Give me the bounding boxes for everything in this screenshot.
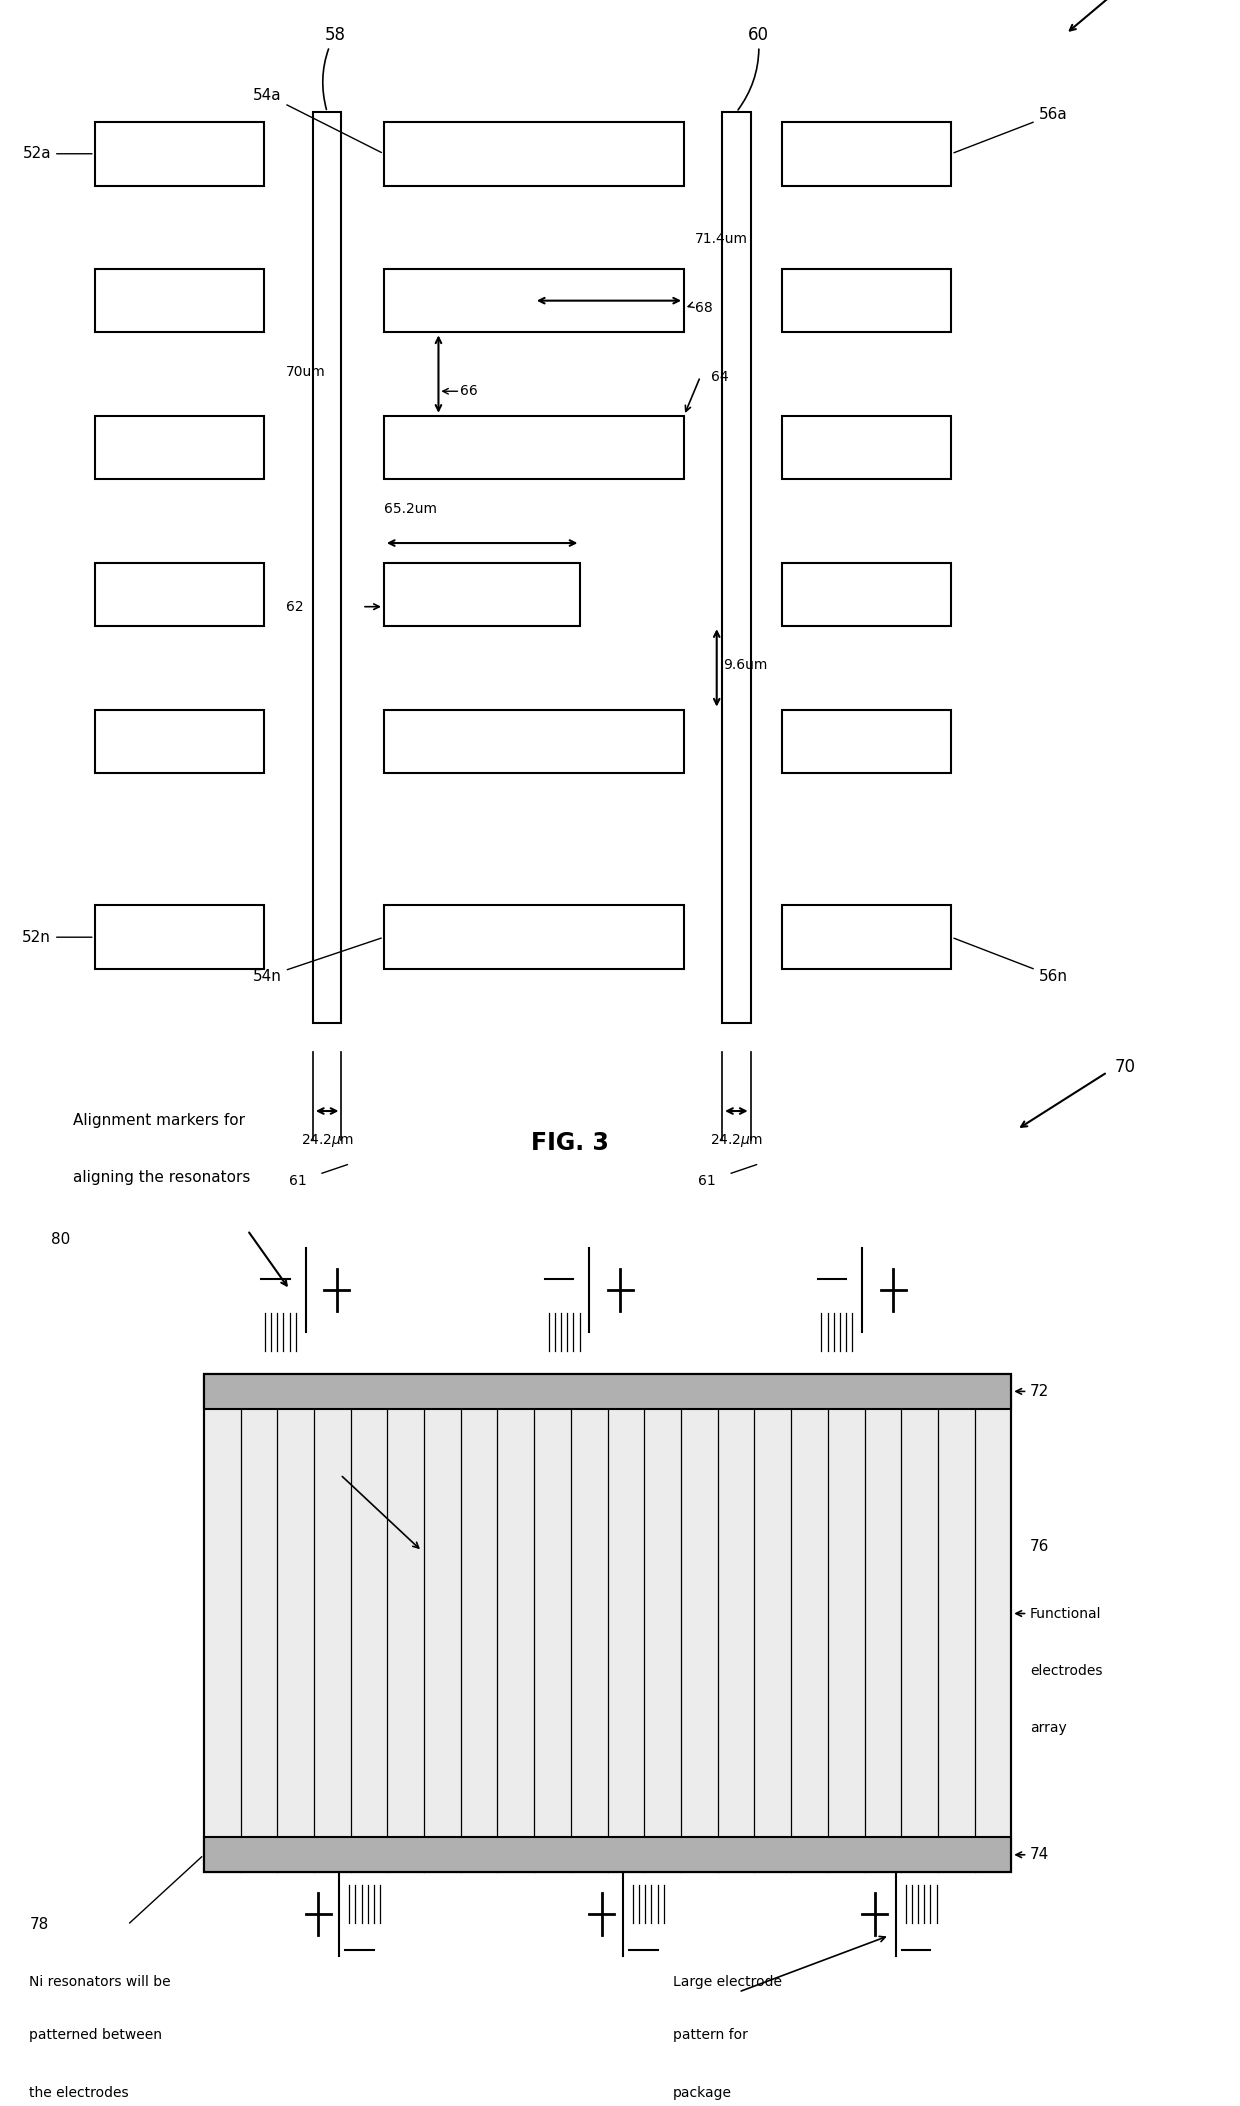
- Bar: [94, 270, 264, 333]
- Bar: [94, 710, 264, 773]
- Text: Large electrode: Large electrode: [673, 1975, 782, 1990]
- Text: FIG. 3: FIG. 3: [532, 1131, 609, 1154]
- Bar: [384, 710, 684, 773]
- Bar: [782, 710, 951, 773]
- Text: 61: 61: [289, 1175, 306, 1188]
- Text: 68: 68: [694, 301, 713, 316]
- Bar: [384, 122, 684, 185]
- Text: 76: 76: [1030, 1539, 1049, 1554]
- Bar: [782, 270, 951, 333]
- Text: Ni resonators will be: Ni resonators will be: [30, 1975, 171, 1990]
- Text: 56a: 56a: [954, 107, 1068, 154]
- Text: 64: 64: [712, 369, 729, 383]
- Bar: [94, 415, 264, 480]
- Text: 56n: 56n: [954, 937, 1068, 984]
- Text: 65.2um: 65.2um: [384, 501, 436, 516]
- Bar: [203, 1373, 1012, 1872]
- Text: package: package: [673, 2085, 732, 2100]
- Text: 71.4um: 71.4um: [694, 232, 748, 246]
- Bar: [722, 112, 750, 1024]
- Text: 52n: 52n: [22, 929, 92, 946]
- Bar: [94, 122, 264, 185]
- Text: Functional: Functional: [1030, 1607, 1101, 1620]
- Text: 24.2$\mu$m: 24.2$\mu$m: [709, 1133, 763, 1150]
- Text: aligning the resonators: aligning the resonators: [73, 1171, 250, 1186]
- Text: Alignment markers for: Alignment markers for: [73, 1112, 246, 1127]
- Text: electrodes: electrodes: [1030, 1664, 1102, 1678]
- Bar: [384, 270, 684, 333]
- Bar: [203, 1836, 1012, 1872]
- Text: array: array: [1030, 1721, 1066, 1735]
- Text: 70um: 70um: [285, 364, 325, 379]
- Bar: [384, 562, 580, 625]
- Bar: [384, 415, 684, 480]
- Text: 70: 70: [1115, 1059, 1136, 1076]
- Text: 62: 62: [285, 600, 304, 613]
- Bar: [782, 415, 951, 480]
- Text: 60: 60: [738, 25, 769, 110]
- Text: 54a: 54a: [253, 88, 382, 152]
- Bar: [94, 906, 264, 969]
- Text: 78: 78: [30, 1916, 48, 1933]
- Bar: [384, 906, 684, 969]
- Bar: [203, 1373, 1012, 1872]
- Bar: [203, 1373, 1012, 1409]
- Text: 61: 61: [698, 1175, 715, 1188]
- Bar: [94, 562, 264, 625]
- Bar: [782, 906, 951, 969]
- Text: patterned between: patterned between: [30, 2028, 162, 2043]
- Bar: [782, 122, 951, 185]
- Bar: [312, 112, 341, 1024]
- Text: 9.6um: 9.6um: [723, 659, 768, 672]
- Bar: [782, 562, 951, 625]
- Text: 66: 66: [460, 383, 479, 398]
- Text: pattern for: pattern for: [673, 2028, 748, 2043]
- Text: the electrodes: the electrodes: [30, 2085, 129, 2100]
- Text: 24.2$\mu$m: 24.2$\mu$m: [300, 1133, 353, 1150]
- Text: 52a: 52a: [22, 145, 92, 162]
- Text: 72: 72: [1030, 1384, 1049, 1398]
- Text: 54n: 54n: [253, 937, 381, 984]
- Text: 74: 74: [1030, 1847, 1049, 1862]
- Text: 80: 80: [51, 1232, 71, 1247]
- Text: 58: 58: [322, 25, 345, 110]
